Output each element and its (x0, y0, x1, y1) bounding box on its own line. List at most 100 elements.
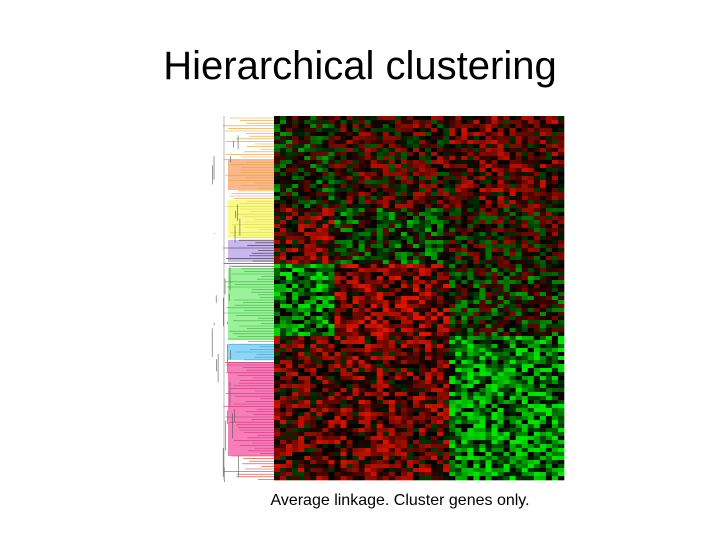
heat-cell (352, 396, 359, 401)
heat-cell (340, 396, 347, 401)
heat-cell (455, 296, 462, 301)
heat-cell (503, 300, 510, 305)
heat-cell (406, 256, 414, 261)
heat-cell (286, 196, 293, 201)
heat-cell (358, 408, 365, 413)
heat-cell (521, 152, 529, 157)
heat-cell (431, 340, 438, 345)
heat-cell (316, 380, 323, 385)
heat-cell (419, 404, 426, 409)
heat-cell (394, 412, 402, 417)
heat-cell (419, 232, 426, 237)
heat-cell (346, 176, 353, 181)
heat-cell (449, 284, 456, 289)
heat-cell (298, 220, 305, 225)
heat-cell (316, 308, 323, 313)
heat-cell (406, 388, 414, 393)
heat-cell (455, 336, 462, 341)
heat-cell (527, 436, 535, 441)
heat-cell (340, 444, 347, 449)
heat-cell (431, 144, 438, 149)
heat-cell (521, 460, 529, 465)
heat-cell (527, 380, 535, 385)
heat-cell (310, 452, 317, 457)
heat-cell (286, 464, 293, 469)
heat-cell (370, 380, 378, 385)
heat-cell (503, 244, 510, 249)
heat-cell (527, 448, 535, 453)
heat-cell (334, 444, 341, 449)
heat-cell (364, 372, 371, 377)
heat-cell (400, 144, 408, 149)
heat-cell (443, 416, 450, 421)
heat-cell (298, 312, 305, 317)
heat-cell (479, 216, 486, 221)
heat-cell (491, 468, 498, 473)
heat-cell (316, 228, 323, 233)
heat-cell (376, 360, 384, 365)
heat-cell (358, 468, 365, 473)
heat-cell (551, 312, 559, 317)
heat-cell (449, 336, 456, 341)
heat-cell (388, 384, 396, 389)
heat-cell (400, 168, 408, 173)
heat-cell (328, 228, 335, 233)
heat-cell (479, 468, 486, 473)
heat-cell (461, 332, 468, 337)
heat-cell (527, 288, 535, 293)
heat-cell (346, 376, 353, 381)
heat-cell (539, 176, 547, 181)
heat-cell (376, 396, 384, 401)
heat-cell (485, 244, 492, 249)
heat-cell (545, 232, 553, 237)
heat-cell (551, 140, 559, 145)
heat-cell (485, 224, 492, 229)
heat-cell (437, 128, 444, 133)
heat-cell (298, 344, 305, 349)
heat-cell (467, 440, 474, 445)
heat-cell (497, 132, 504, 137)
heat-cell (527, 444, 535, 449)
heat-cell (382, 128, 390, 133)
heat-cell (515, 144, 523, 149)
heat-cell (473, 364, 480, 369)
heat-cell (425, 328, 432, 333)
heat-cell (437, 272, 444, 277)
heat-cell (533, 240, 541, 245)
heat-cell (491, 132, 498, 137)
heat-cell (473, 416, 480, 421)
heat-cell (406, 264, 414, 269)
heat-cell (340, 272, 347, 277)
heat-cell (491, 320, 498, 325)
heat-cell (346, 344, 353, 349)
heat-cell (521, 436, 529, 441)
heat-cell (304, 192, 311, 197)
heat-cell (280, 412, 287, 417)
heat-cell (497, 428, 504, 433)
heat-cell (461, 320, 468, 325)
heat-cell (539, 240, 547, 245)
heat-cell (509, 392, 516, 397)
heat-cell (406, 140, 414, 145)
heat-cell (346, 172, 353, 177)
heat-cell (346, 364, 353, 369)
heat-cell (479, 120, 486, 125)
heat-cell (310, 296, 317, 301)
heat-cell (280, 180, 287, 185)
heat-cell (286, 148, 293, 153)
heat-cell (467, 360, 474, 365)
heat-cell (376, 276, 384, 281)
heat-cell (521, 304, 529, 309)
heat-cell (461, 232, 468, 237)
heat-cell (304, 428, 311, 433)
heat-cell (497, 348, 504, 353)
heat-cell (406, 440, 414, 445)
heat-cell (364, 476, 371, 481)
heat-cell (352, 468, 359, 473)
heat-cell (298, 128, 305, 133)
heat-cell (455, 168, 462, 173)
heat-cell (473, 324, 480, 329)
heat-cell (443, 288, 450, 293)
heat-cell (449, 152, 456, 157)
heat-cell (503, 156, 510, 161)
